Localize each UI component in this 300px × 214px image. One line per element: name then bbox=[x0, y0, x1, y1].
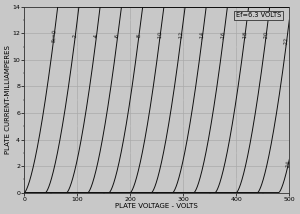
Text: -10: -10 bbox=[158, 31, 163, 39]
X-axis label: PLATE VOLTAGE - VOLTS: PLATE VOLTAGE - VOLTS bbox=[116, 203, 198, 209]
Text: -20: -20 bbox=[263, 31, 269, 39]
Text: -18: -18 bbox=[242, 31, 248, 39]
Text: -2: -2 bbox=[73, 33, 78, 38]
Text: -14: -14 bbox=[200, 31, 205, 39]
Text: -24: -24 bbox=[286, 159, 291, 168]
Text: Ec=0: Ec=0 bbox=[51, 29, 57, 42]
Y-axis label: PLATE CURRENT-MILLIAMPERES: PLATE CURRENT-MILLIAMPERES bbox=[5, 45, 11, 154]
Text: -6: -6 bbox=[115, 33, 120, 38]
Text: -16: -16 bbox=[221, 31, 226, 39]
Text: -22: -22 bbox=[284, 37, 290, 45]
Text: -4: -4 bbox=[94, 33, 99, 38]
Text: -8: -8 bbox=[136, 33, 142, 38]
Text: Ef=6.3 VOLTS: Ef=6.3 VOLTS bbox=[236, 12, 281, 18]
Text: -12: -12 bbox=[179, 31, 184, 39]
